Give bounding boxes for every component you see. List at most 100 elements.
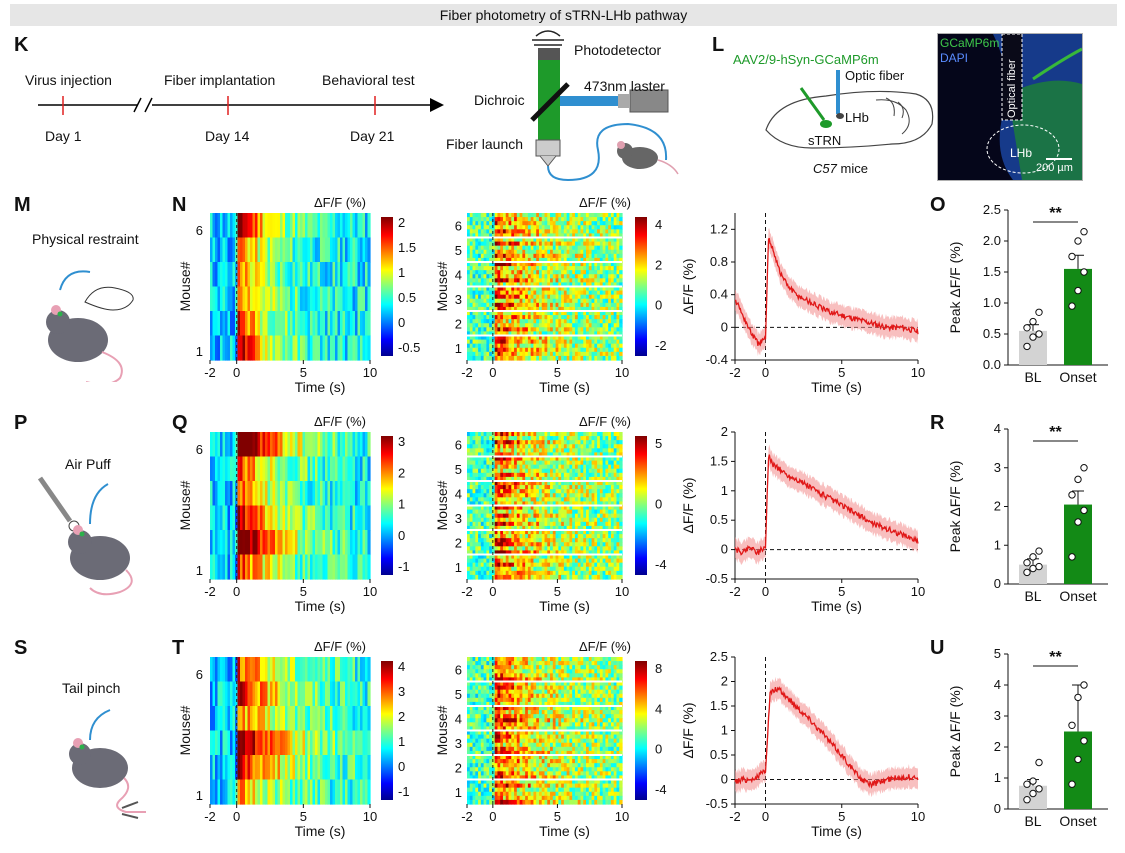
trial-heatmap-cell [550,282,554,288]
trial-heatmap-cell [469,249,474,255]
trial-heatmap-cell [494,562,499,568]
trial-heatmap-cell [472,460,476,466]
trial-heatmap-cell [469,331,474,337]
heatmap-cell [272,456,276,482]
trial-heatmap-cell [480,241,485,247]
trial-heatmap-cell [588,335,593,341]
heatmap-cell [285,237,289,263]
trial-heatmap-cell [478,237,482,243]
trial-heatmap-cell [472,257,476,263]
trial-heatmap-cell [502,517,507,523]
trial-heatmap-cell [561,249,565,255]
trial-heatmap-cell [525,440,529,445]
heatmap-cell [295,481,299,507]
trial-heatmap-cell [472,554,476,560]
trial-heatmap-cell [547,311,551,316]
trial-heatmap-cell [566,266,571,271]
trial-heatmap-cell [566,452,571,458]
trial-heatmap-cell [602,323,606,328]
trial-heatmap-cell [580,489,584,494]
trial-heatmap-cell [494,493,499,498]
trial-heatmap-cell [616,290,620,296]
heatmap-cell [355,432,359,458]
trial-heatmap-cell [572,323,576,328]
heatmap-cell [272,554,276,580]
trial-heatmap-cell [555,249,559,255]
heatmap-cell [327,335,331,361]
trial-heatmap-cell [527,298,532,304]
trial-heatmap-cell [467,460,471,466]
trial-heatmap-cell [572,351,576,357]
trial-heatmap-cell [550,331,554,337]
trial-heatmap-cell [486,558,490,564]
significance-label: ** [1049,205,1062,222]
trial-heatmap-cell [599,327,604,333]
trial-heatmap-cell [577,319,582,324]
trial-heatmap-cell [502,347,507,353]
trial-heatmap-cell [555,266,559,271]
trial-heatmap-cell [491,213,496,218]
trial-heatmap-cell [616,331,620,337]
trial-heatmap-cell [563,270,568,275]
trial-heatmap-cell [586,542,590,547]
trial-heatmap-cell [544,355,548,361]
trial-heatmap-cell [511,497,515,503]
trial-heatmap-cell [610,472,615,478]
trace-sem-band [735,228,918,357]
trial-heatmap-cell [516,311,521,316]
trial-heatmap-cell [472,534,476,539]
heatmap-cell [300,554,304,580]
trial-heatmap-cell [613,315,618,320]
trial-heatmap-cell [613,530,618,535]
trial-heatmap-cell [516,517,521,523]
trial-heatmap-cell [599,355,604,361]
trial-heatmap-cell [591,460,595,466]
trial-heatmap-cell [527,574,532,580]
trial-heatmap-cell [594,546,598,552]
trial-heatmap-cell [491,432,496,437]
trial-heatmap-cell [533,566,537,572]
trial-heatmap-cell [616,294,620,300]
trial-heatmap-cell [522,213,526,218]
trial-heatmap-cell [527,521,532,527]
trial-heatmap-cell [491,351,496,357]
trial-heatmap-cell [599,257,604,263]
trial-heatmap-cell [555,311,559,316]
trial-heatmap-cell [586,513,590,519]
trial-heatmap-cell [475,331,479,337]
trial-heatmap-cell [511,290,515,296]
trial-heatmap-cell [544,456,548,462]
trial-heatmap-cell [486,525,490,531]
trial-heatmap-cell [597,546,601,552]
trial-heatmap-cell [547,229,551,235]
heatmap-cell [225,237,229,263]
heatmap-cell [277,530,281,556]
heatmap-cell [237,505,241,531]
heatmap-cell [220,262,224,288]
trial-heatmap-cell [583,501,587,507]
trial-heatmap-cell [580,347,584,353]
trial-heatmap-cell [502,460,507,466]
trial-heatmap-cell [583,497,587,503]
trial-heatmap-cell [605,306,609,312]
trial-heatmap-cell [502,249,507,255]
heatmap-cell [342,530,346,556]
trial-heatmap-cell [561,530,565,535]
trial-heatmap-cell [541,444,546,449]
trial-heatmap-cell [563,521,568,527]
trial-heatmap-cell [478,509,482,515]
trial-heatmap-cell [574,574,579,580]
trial-heatmap-cell [538,493,543,498]
trial-heatmap-cell [541,339,546,345]
trial-heatmap-cell [491,319,496,324]
trial-heatmap-cell [572,302,576,308]
trial-heatmap-cell [574,290,579,296]
trial-heatmap-cell [569,221,573,226]
trial-heatmap-cell [500,530,504,535]
trial-heatmap-cell [602,550,606,556]
trial-heatmap-cell [594,282,598,288]
trial-heatmap-cell [552,355,557,361]
heatmap-cell [212,286,216,312]
trial-heatmap-cell [566,217,571,222]
trial-heatmap-cell [525,335,529,341]
